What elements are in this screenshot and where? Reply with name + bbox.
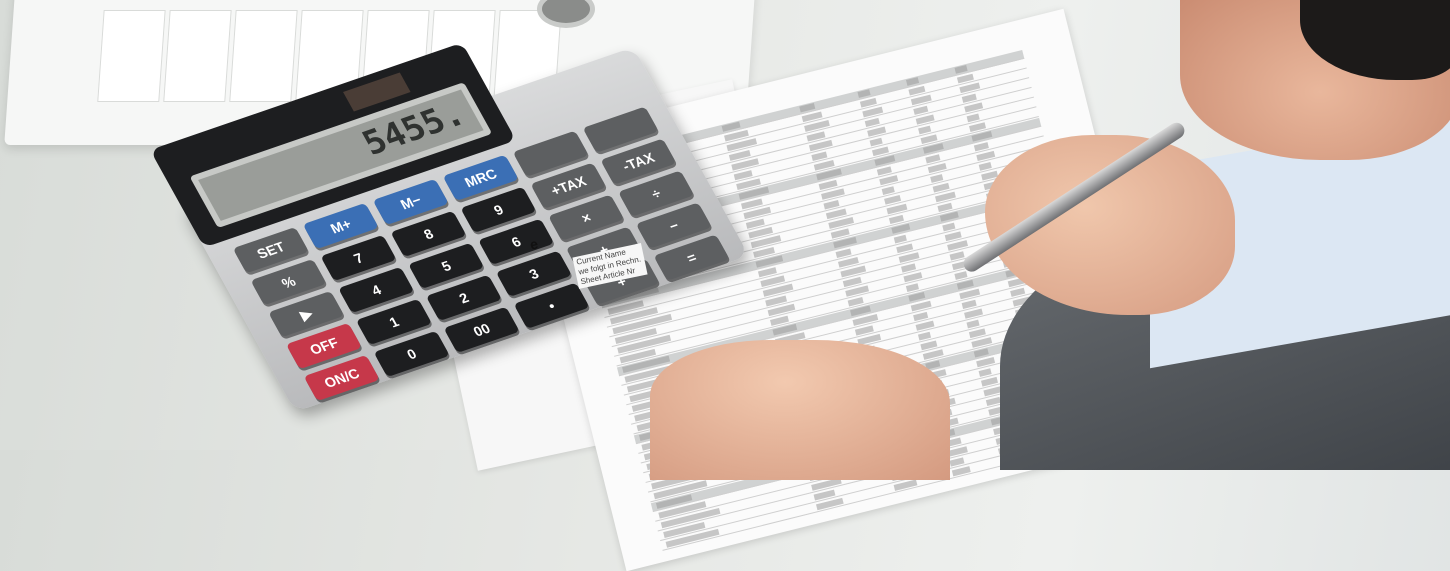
spreadsheet-cell: [913, 105, 929, 115]
spreadsheet-cell: [913, 311, 929, 322]
spreadsheet-cell: [896, 243, 914, 254]
spreadsheet-cell: [973, 142, 989, 152]
left-hand: [650, 340, 950, 480]
spreadsheet-cell: [876, 166, 892, 176]
spreadsheet-cell: [969, 122, 987, 132]
spreadsheet-cell: [978, 368, 992, 377]
spreadsheet-cell: [954, 271, 968, 280]
spreadsheet-cell: [857, 89, 871, 98]
binder-tab: [163, 10, 232, 102]
spreadsheet-cell: [978, 162, 992, 171]
spreadsheet-cell: [966, 319, 980, 329]
binder-tab: [97, 10, 166, 102]
spreadsheet-cell: [954, 65, 968, 74]
spreadsheet-cell: [920, 134, 938, 145]
spreadsheet-cell: [937, 202, 953, 212]
spreadsheet-cell: [881, 186, 895, 195]
spreadsheet-cell: [835, 248, 852, 258]
spreadsheet-cell: [869, 137, 883, 147]
spreadsheet-cell: [949, 457, 965, 467]
spreadsheet-cell: [872, 146, 889, 157]
spreadsheet-cell: [966, 113, 980, 123]
spreadsheet-cell: [918, 125, 932, 135]
spreadsheet-cell: [968, 328, 986, 339]
spreadsheet-cell: [942, 222, 956, 232]
spreadsheet-cell: [949, 251, 965, 261]
spreadsheet-cell: [973, 348, 989, 358]
spreadsheet-cell: [908, 85, 926, 96]
spreadsheet-cell: [956, 73, 974, 84]
spreadsheet-cell: [981, 376, 998, 387]
spreadsheet-cell: [908, 291, 926, 302]
spreadsheet-cell: [920, 340, 938, 351]
spreadsheet-cell: [859, 97, 877, 108]
spreadsheet-cell: [864, 117, 880, 128]
spreadsheet-cell: [901, 263, 917, 273]
spreadsheet-cell: [906, 77, 920, 86]
spreadsheet-cell: [888, 214, 904, 225]
spreadsheet-cell: [884, 194, 902, 205]
spreadsheet-cell: [932, 182, 950, 193]
spreadsheet-cell: [961, 93, 977, 103]
spreadsheet-cell: [847, 297, 864, 307]
spreadsheet-cell: [925, 154, 941, 164]
spreadsheet-cell: [823, 200, 840, 210]
spreadsheet-cell: [1010, 287, 1026, 297]
binder-ring: [537, 0, 595, 28]
spreadsheet-cell: [944, 231, 962, 242]
spreadsheet-cell: [930, 174, 944, 183]
spreadsheet-cell: [961, 299, 977, 309]
spreadsheet-cell: [956, 279, 974, 290]
spreadsheet-cell: [799, 102, 816, 113]
spreadsheet-cell: [951, 466, 971, 477]
binder-tab: [229, 10, 298, 102]
spreadsheet-cell: [893, 234, 907, 244]
spreadsheet-cell: [905, 283, 919, 292]
spreadsheet-cell: [917, 331, 932, 341]
spreadsheet-cell: [811, 151, 828, 161]
spreadsheet-cell: [985, 396, 1001, 407]
